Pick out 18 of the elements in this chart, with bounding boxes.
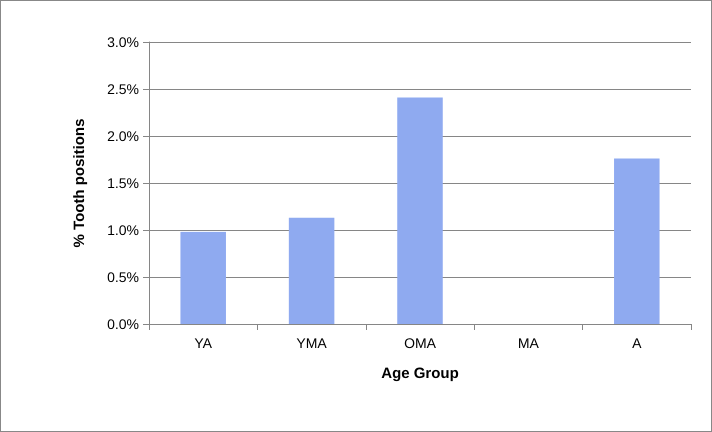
- x-tick-label: YMA: [296, 335, 328, 351]
- y-tick-label: 0.0%: [107, 316, 139, 332]
- bar: [397, 97, 443, 324]
- x-tick-label: OMA: [404, 335, 437, 351]
- bar: [288, 218, 334, 324]
- y-axis-title: % Tooth positions: [71, 118, 88, 248]
- y-tick-label: 1.0%: [107, 222, 139, 238]
- y-tick-label: 1.5%: [107, 175, 139, 191]
- y-tick-label: 2.0%: [107, 128, 139, 144]
- y-tick-label: 2.5%: [107, 81, 139, 97]
- bar: [614, 158, 660, 324]
- x-axis-title: Age Group: [381, 365, 459, 382]
- y-tick-label: 3.0%: [107, 34, 139, 50]
- y-tick-label: 0.5%: [107, 269, 139, 285]
- x-tick-label: YA: [194, 335, 213, 351]
- x-tick-label: MA: [518, 335, 540, 351]
- x-tick-label: A: [632, 335, 642, 351]
- bar: [180, 232, 226, 324]
